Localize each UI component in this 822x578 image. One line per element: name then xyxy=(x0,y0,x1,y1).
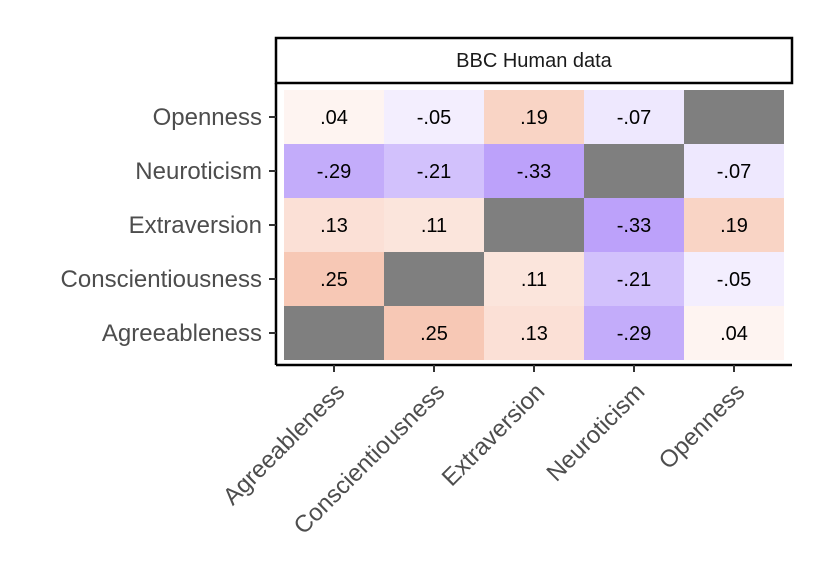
heatmap-cell xyxy=(284,252,384,306)
heatmap-cell xyxy=(684,198,784,252)
x-tick-label: Extraversion xyxy=(437,378,550,491)
heatmap-cell-label: -.05 xyxy=(417,107,451,129)
y-tick-label: Conscientiousness xyxy=(61,266,262,293)
facet-strip-box xyxy=(274,36,794,85)
heatmap-cell xyxy=(584,306,684,360)
heatmap-cell-diagonal xyxy=(284,306,384,360)
heatmap-cell xyxy=(484,306,584,360)
y-tick-label: Agreeableness xyxy=(102,320,262,347)
heatmap-cell xyxy=(484,90,584,144)
y-tick-label: Openness xyxy=(153,104,262,131)
heatmap-cell xyxy=(684,252,784,306)
heatmap-cell xyxy=(284,144,384,198)
heatmap-cell-diagonal xyxy=(484,198,584,252)
heatmap-cell-label: .11 xyxy=(521,269,547,291)
heatmap-cell xyxy=(584,90,684,144)
heatmap-cell-label: -.33 xyxy=(617,215,651,237)
heatmap-cell xyxy=(284,90,384,144)
heatmap-cell xyxy=(684,144,784,198)
heatmap-cells xyxy=(284,90,784,360)
facet-title: BBC Human data xyxy=(456,50,613,72)
heatmap-cell xyxy=(384,198,484,252)
heatmap-cell-label: -.29 xyxy=(317,161,351,183)
heatmap-cell-label: .25 xyxy=(320,269,348,291)
heatmap-cell xyxy=(584,198,684,252)
heatmap-cell-label: .13 xyxy=(320,215,348,237)
x-tick-label: Openness xyxy=(654,378,750,474)
heatmap-cell-label: -.21 xyxy=(417,161,451,183)
heatmap-cell-label: .19 xyxy=(520,107,548,129)
y-tick-label: Neuroticism xyxy=(135,158,262,185)
y-tick-label: Extraversion xyxy=(129,212,262,239)
heatmap-cell xyxy=(384,90,484,144)
heatmap-cell-label: .13 xyxy=(520,323,548,345)
heatmap-cell-label: -.21 xyxy=(617,269,651,291)
heatmap-cell-label: -.29 xyxy=(617,323,651,345)
heatmap-cell xyxy=(384,306,484,360)
heatmap-cell-diagonal xyxy=(584,144,684,198)
heatmap-cell-diagonal xyxy=(684,90,784,144)
heatmap-cell xyxy=(584,252,684,306)
heatmap-cell-label: -.07 xyxy=(717,161,751,183)
heatmap-cell xyxy=(384,144,484,198)
x-tick-label: Neuroticism xyxy=(542,378,651,487)
heatmap-cell-label: .04 xyxy=(720,323,748,345)
heatmap-cell-labels: .25 .13 -.29 .04 .25 .11 -.21 -.05 .13 .11 -.33 .19… xyxy=(317,107,751,345)
heatmap-cell-label: .11 xyxy=(421,215,447,237)
heatmap-cell xyxy=(484,144,584,198)
heatmap-cell-label: -.33 xyxy=(517,161,551,183)
facet-strip: BBC Human data xyxy=(274,36,794,85)
heatmap-cell-label: .04 xyxy=(320,107,348,129)
heatmap-cell-diagonal xyxy=(384,252,484,306)
heatmap-cell xyxy=(484,252,584,306)
heatmap-cell xyxy=(284,198,384,252)
heatmap-cell-label: .19 xyxy=(720,215,748,237)
heatmap-cell xyxy=(684,306,784,360)
heatmap-cell-label: -.07 xyxy=(617,107,651,129)
heatmap-cell-label: -.05 xyxy=(717,269,751,291)
heatmap-cell-label: .25 xyxy=(420,323,448,345)
